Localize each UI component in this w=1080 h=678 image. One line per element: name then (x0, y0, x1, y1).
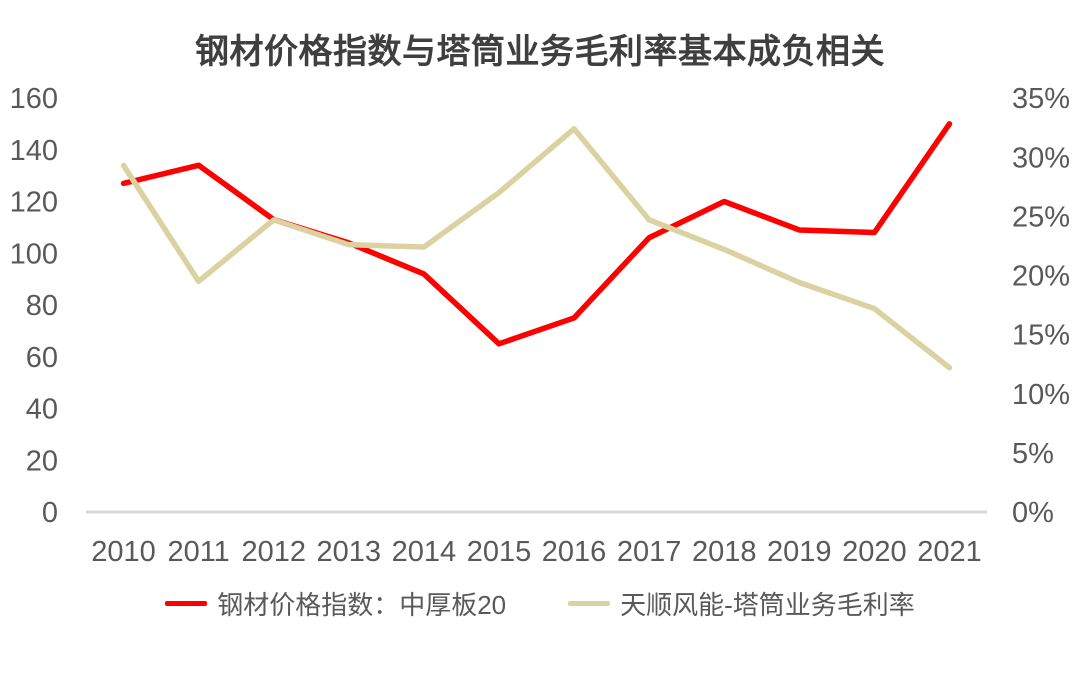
x-axis-tick-label: 2010 (91, 536, 156, 568)
y-axis-right-tick-label: 0% (1012, 497, 1054, 529)
y-axis-left-tick-label: 20 (26, 445, 58, 477)
x-axis-tick-label: 2014 (392, 536, 457, 568)
x-axis-tick-label: 2013 (317, 536, 382, 568)
y-axis-right-tick-label: 15% (1012, 320, 1070, 352)
tower-margin-legend-line-icon (568, 601, 611, 606)
y-axis-left-tick-label: 120 (10, 187, 58, 219)
y-axis-right-tick-label: 10% (1012, 379, 1070, 411)
x-axis-tick-label: 2016 (542, 536, 607, 568)
tower-margin-legend-label: 天顺风能-塔筒业务毛利率 (620, 590, 915, 620)
legend: 钢材价格指数：中厚板20 天顺风能-塔筒业务毛利率 (0, 585, 1080, 622)
y-axis-right-tick-label: 25% (1012, 201, 1070, 233)
x-axis-tick-label: 2012 (241, 536, 306, 568)
y-axis-left-tick-label: 100 (10, 238, 58, 270)
x-axis-tick-label: 2011 (167, 536, 229, 568)
y-axis-right-tick-label: 30% (1012, 142, 1070, 174)
x-axis-tick-label: 2021 (917, 536, 982, 568)
x-axis-tick-label: 2018 (692, 536, 757, 568)
x-axis-tick-label: 2015 (467, 536, 532, 568)
steel-price-legend-label: 钢材价格指数：中厚板20 (217, 590, 507, 620)
tower-gross-margin-line (120, 126, 953, 371)
y-axis-left-tick-label: 80 (26, 290, 58, 322)
steel-price-index-line (120, 121, 953, 347)
y-axis-right-tick-label: 20% (1012, 261, 1070, 293)
x-axis-tick-label: 2019 (767, 536, 832, 568)
y-axis-left-tick-label: 140 (10, 135, 58, 167)
y-axis-left-tick-label: 40 (26, 394, 58, 426)
chart-title: 钢材价格指数与塔筒业务毛利率基本成负相关 (195, 33, 885, 71)
y-axis-right-tick-label: 5% (1012, 438, 1054, 470)
x-axis-tick-label: 2020 (842, 536, 907, 568)
steel-price-legend-line-icon (165, 601, 208, 606)
legend-item-tower-margin: 天顺风能-塔筒业务毛利率 (568, 585, 915, 622)
y-axis-left-tick-label: 160 (10, 83, 58, 115)
legend-item-steel-price: 钢材价格指数：中厚板20 (165, 585, 506, 622)
y-axis-right-tick-label: 35% (1012, 83, 1070, 115)
y-axis-left-tick-label: 0 (42, 497, 58, 529)
y-axis-left-tick-label: 60 (26, 342, 58, 374)
x-axis-tick-label: 2017 (617, 536, 682, 568)
